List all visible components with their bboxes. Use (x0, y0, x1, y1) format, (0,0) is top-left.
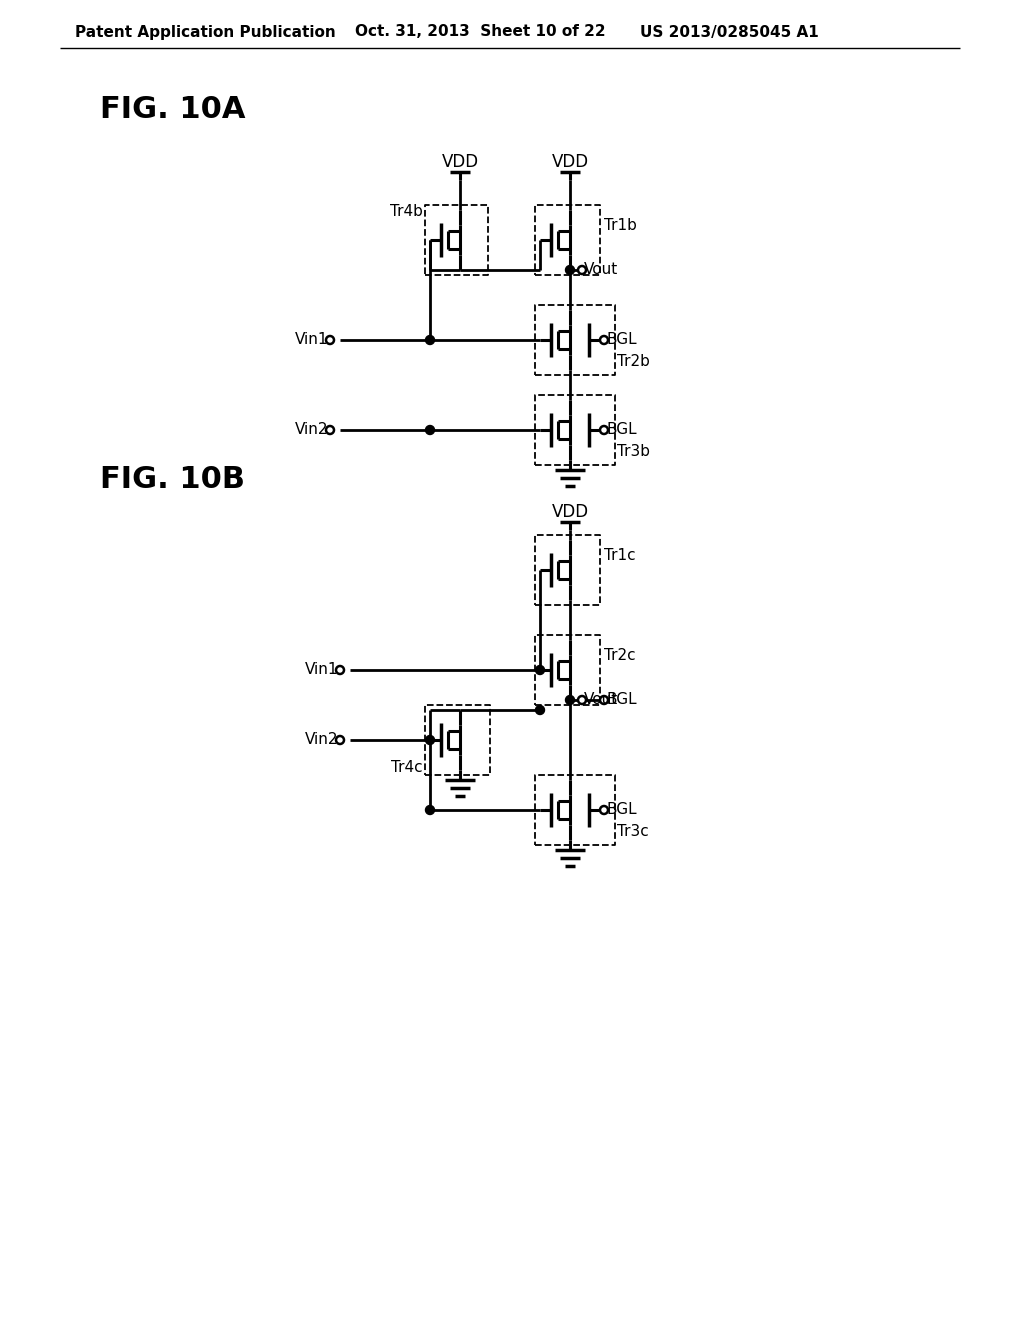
Circle shape (578, 696, 586, 704)
Text: Tr1c: Tr1c (604, 548, 636, 562)
Text: Oct. 31, 2013  Sheet 10 of 22: Oct. 31, 2013 Sheet 10 of 22 (355, 25, 605, 40)
Circle shape (565, 265, 574, 275)
Text: VDD: VDD (441, 153, 478, 172)
Text: Tr3b: Tr3b (617, 445, 650, 459)
Circle shape (600, 696, 608, 704)
Text: Vout: Vout (584, 263, 618, 277)
Circle shape (426, 425, 434, 434)
Circle shape (426, 805, 434, 814)
Text: Patent Application Publication: Patent Application Publication (75, 25, 336, 40)
Text: BGL: BGL (606, 803, 637, 817)
Circle shape (565, 696, 574, 705)
Text: Tr3c: Tr3c (617, 825, 649, 840)
Circle shape (536, 705, 545, 714)
Circle shape (326, 337, 334, 345)
Circle shape (536, 665, 545, 675)
Text: BGL: BGL (606, 422, 637, 437)
Text: VDD: VDD (552, 503, 589, 521)
Text: Vout: Vout (584, 693, 618, 708)
Text: Tr4c: Tr4c (391, 760, 423, 776)
Text: Vin1: Vin1 (295, 333, 328, 347)
Text: Tr1b: Tr1b (604, 218, 637, 232)
Circle shape (600, 426, 608, 434)
Circle shape (336, 667, 344, 675)
Circle shape (600, 337, 608, 345)
Circle shape (578, 267, 586, 275)
Circle shape (426, 735, 434, 744)
Text: Tr2c: Tr2c (604, 648, 636, 663)
Text: BGL: BGL (606, 333, 637, 347)
Text: VDD: VDD (552, 153, 589, 172)
Text: Tr2b: Tr2b (617, 355, 650, 370)
Text: FIG. 10B: FIG. 10B (100, 466, 245, 495)
Text: FIG. 10A: FIG. 10A (100, 95, 246, 124)
Text: US 2013/0285045 A1: US 2013/0285045 A1 (640, 25, 819, 40)
Text: Vin1: Vin1 (304, 663, 338, 677)
Text: Vin2: Vin2 (304, 733, 338, 747)
Circle shape (600, 807, 608, 814)
Text: Tr4b: Tr4b (390, 205, 423, 219)
Text: Vin2: Vin2 (295, 422, 328, 437)
Circle shape (336, 737, 344, 744)
Text: BGL: BGL (606, 693, 637, 708)
Circle shape (426, 335, 434, 345)
Circle shape (326, 426, 334, 434)
